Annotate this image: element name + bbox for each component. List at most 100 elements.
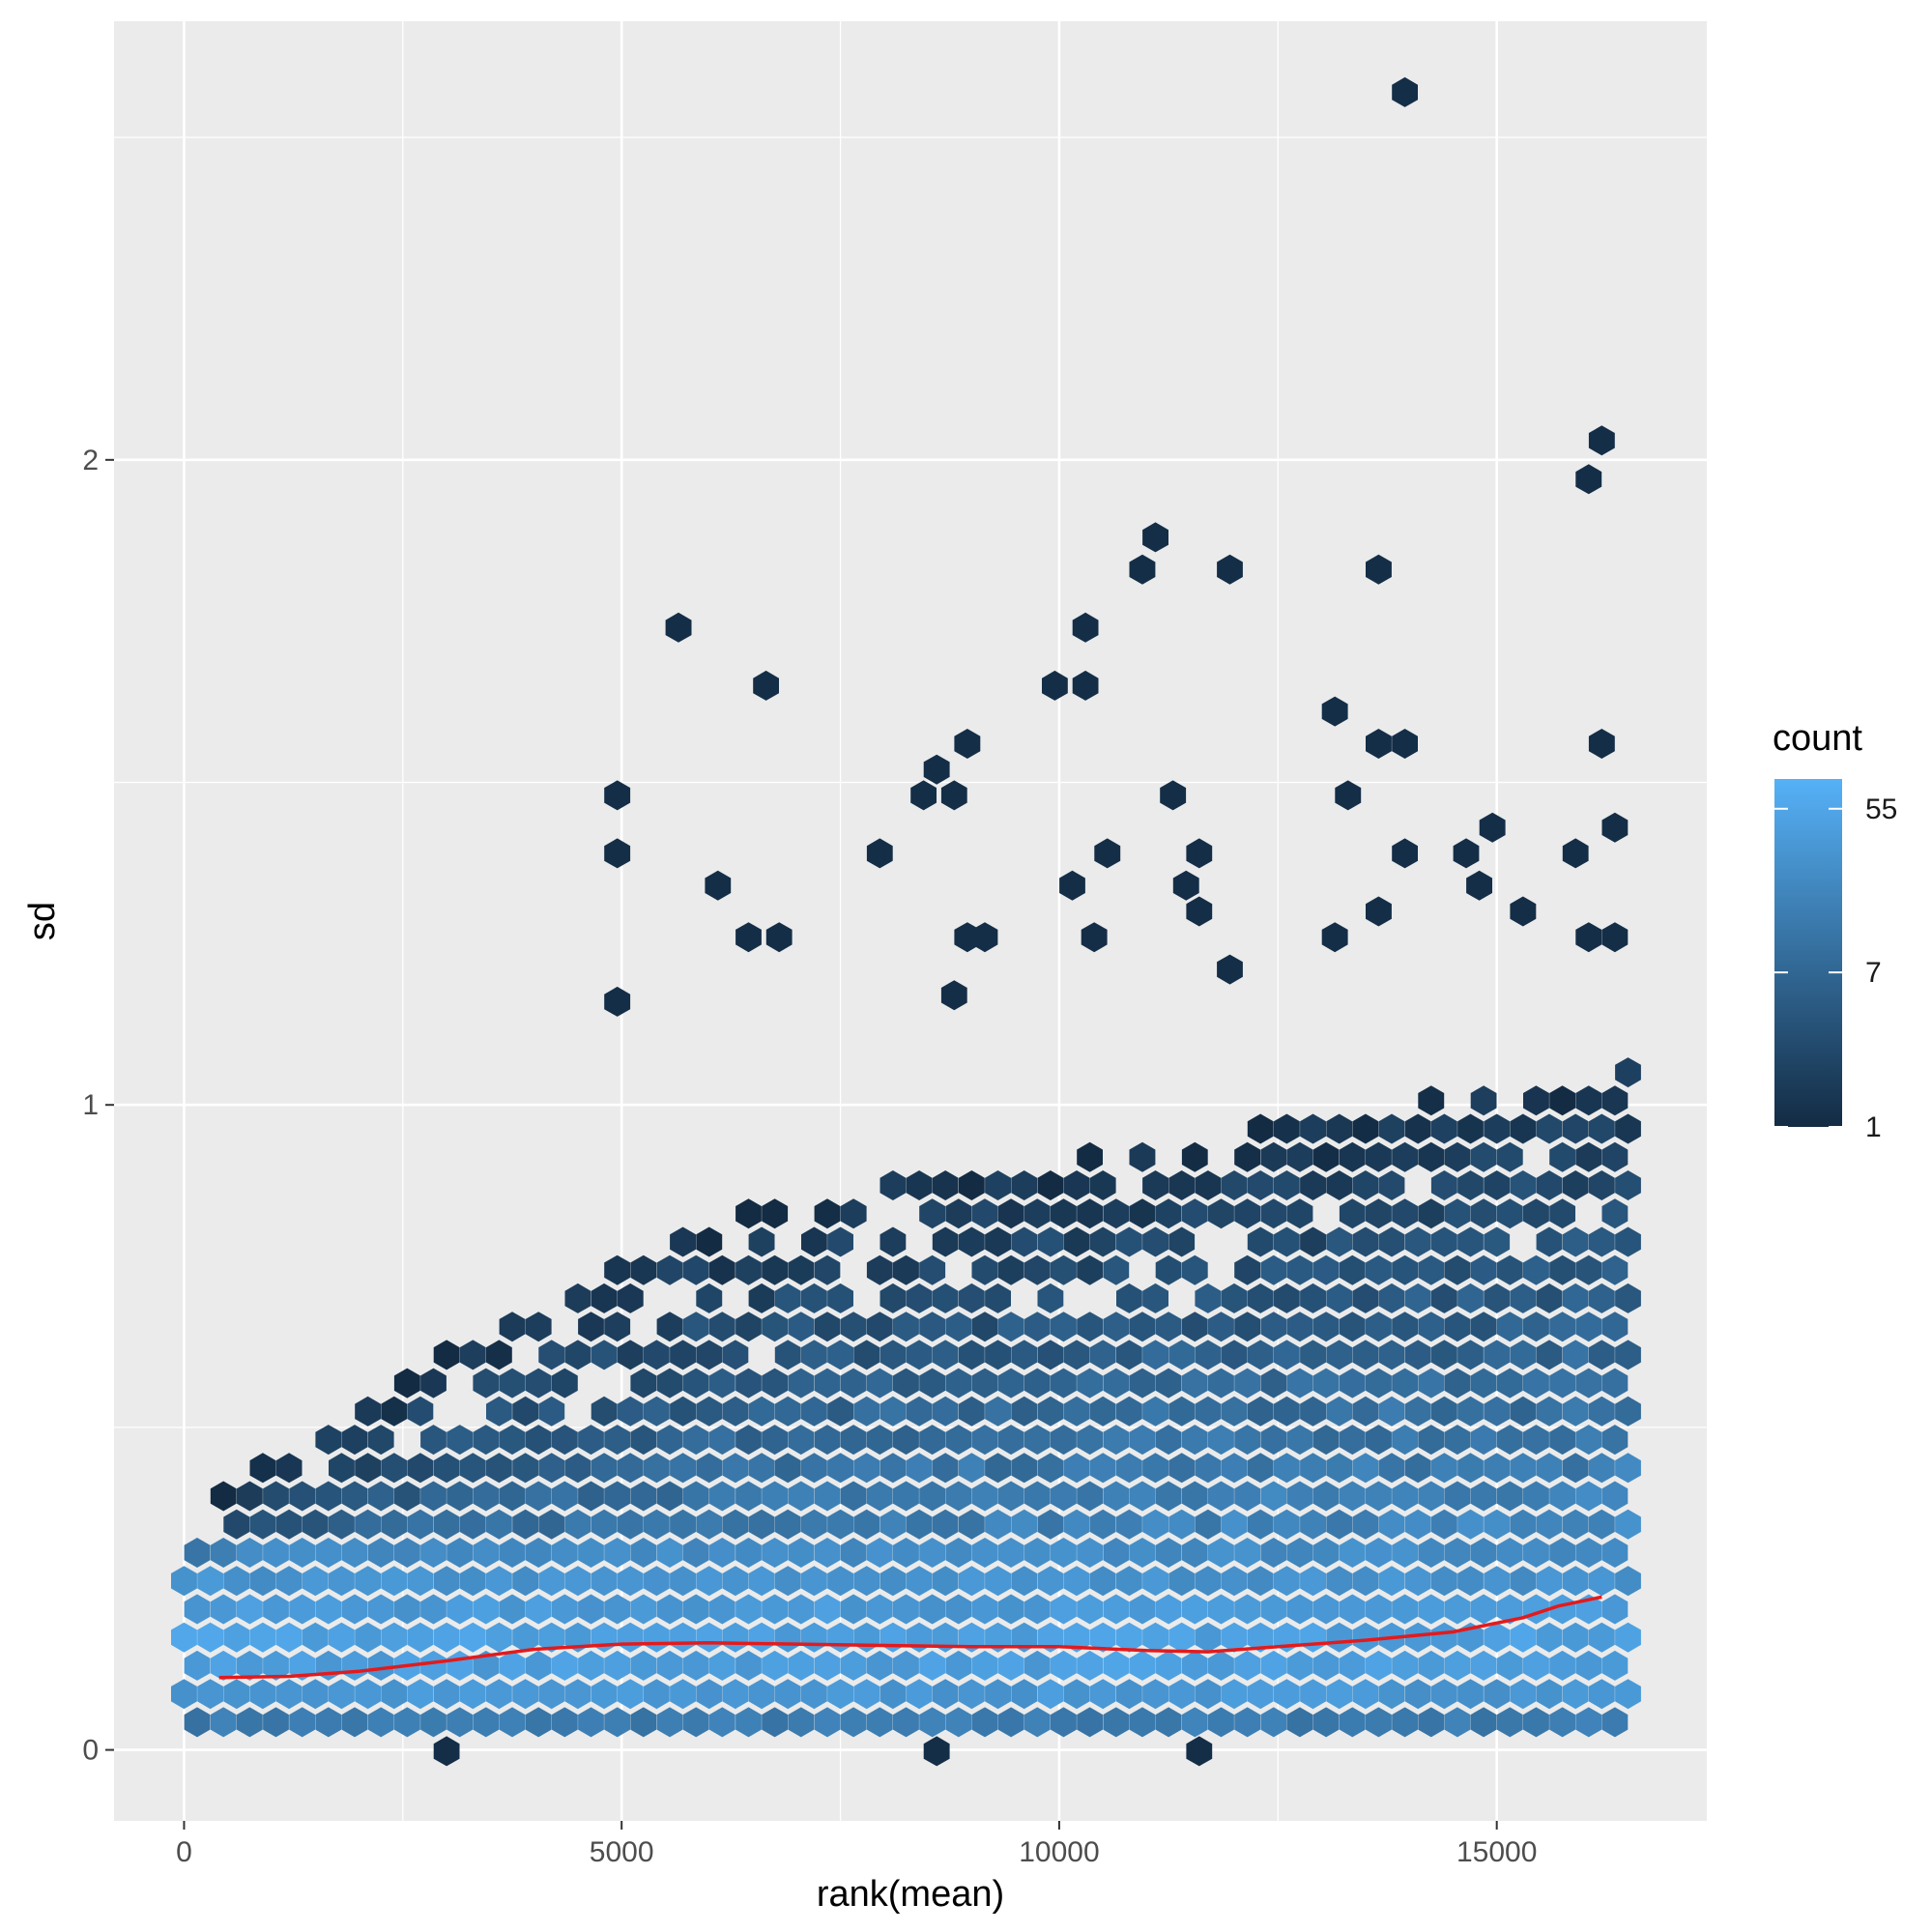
hex-cell bbox=[1392, 1481, 1418, 1512]
hex-cell bbox=[1181, 1425, 1208, 1456]
hex-cell bbox=[341, 1707, 368, 1738]
hex-cell bbox=[656, 1368, 683, 1399]
hex-cell bbox=[1168, 1622, 1196, 1653]
hex-cell bbox=[630, 1254, 657, 1285]
hex-cell bbox=[1378, 1509, 1405, 1540]
hex-cell bbox=[696, 1283, 723, 1313]
hex-cell bbox=[997, 1312, 1024, 1342]
hex-cell bbox=[801, 1283, 827, 1313]
hex-cell bbox=[1247, 1622, 1274, 1653]
hex-cell bbox=[1510, 1622, 1537, 1653]
hex-cell bbox=[708, 1650, 735, 1681]
hex-cell bbox=[735, 1254, 762, 1285]
hex-cell bbox=[1312, 1312, 1340, 1342]
hex-cell bbox=[433, 1566, 460, 1597]
hex-cell bbox=[197, 1679, 223, 1710]
x-tick-label: 5000 bbox=[590, 1836, 654, 1868]
hex-cell bbox=[1430, 1226, 1457, 1257]
hex-cell bbox=[249, 1566, 276, 1597]
hex-cell bbox=[1536, 1340, 1563, 1370]
hex-cell bbox=[538, 1340, 565, 1370]
hex-cell bbox=[906, 1566, 933, 1597]
hex-cell bbox=[1588, 1283, 1615, 1313]
hex-cell bbox=[814, 1707, 841, 1738]
hex-cell bbox=[184, 1538, 211, 1568]
hex-cell bbox=[1588, 1622, 1615, 1653]
hex-cell bbox=[1168, 1453, 1196, 1484]
hex-cell bbox=[1247, 1679, 1274, 1710]
hex-cell bbox=[1457, 1396, 1484, 1427]
hex-cell bbox=[1247, 1283, 1274, 1313]
hex-cell bbox=[459, 1509, 486, 1540]
hex-cell bbox=[1484, 1170, 1511, 1200]
hex-cell bbox=[1208, 1198, 1234, 1229]
hex-cell bbox=[275, 1453, 303, 1484]
hex-cell bbox=[1601, 1254, 1629, 1285]
hex-cell bbox=[617, 1283, 644, 1313]
hex-cell bbox=[1352, 1453, 1379, 1484]
hex-cell bbox=[788, 1368, 815, 1399]
hex-cell bbox=[1404, 1283, 1431, 1313]
hex-cell bbox=[473, 1425, 500, 1456]
hex-cell bbox=[1404, 1340, 1431, 1370]
hex-cell bbox=[486, 1622, 512, 1653]
hex-cell bbox=[184, 1594, 211, 1625]
hex-cell bbox=[1339, 1538, 1366, 1568]
hex-cell bbox=[1352, 1509, 1379, 1540]
hex-cell-outlier bbox=[1575, 922, 1602, 953]
hex-cell bbox=[1392, 1707, 1418, 1738]
hex-cell bbox=[788, 1425, 815, 1456]
hex-cell bbox=[1392, 1198, 1418, 1229]
hex-cell bbox=[801, 1226, 827, 1257]
hex-cell bbox=[840, 1198, 867, 1229]
hex-cell bbox=[1024, 1650, 1051, 1681]
hex-cell bbox=[919, 1707, 946, 1738]
hex-cell bbox=[210, 1481, 237, 1512]
hex-cell bbox=[1575, 1538, 1602, 1568]
hex-cell bbox=[879, 1340, 907, 1370]
hex-cell bbox=[788, 1594, 815, 1625]
hex-cell bbox=[1142, 1283, 1168, 1313]
hex-cell bbox=[1510, 1453, 1537, 1484]
hex-cell bbox=[315, 1425, 342, 1456]
hex-cell bbox=[1168, 1170, 1196, 1200]
hex-cell bbox=[564, 1283, 591, 1313]
hex-cell bbox=[774, 1509, 801, 1540]
hex-cell bbox=[1063, 1453, 1090, 1484]
hex-cell bbox=[1312, 1141, 1340, 1172]
hex-cell bbox=[1089, 1566, 1116, 1597]
hex-cell bbox=[591, 1509, 618, 1540]
hex-cell bbox=[302, 1622, 329, 1653]
hex-cell-outlier bbox=[665, 612, 692, 643]
hex-cell bbox=[447, 1481, 474, 1512]
hex-cell bbox=[1366, 1425, 1392, 1456]
hex-cell bbox=[1181, 1481, 1208, 1512]
hex-cell bbox=[564, 1453, 591, 1484]
hex-cell bbox=[1562, 1396, 1589, 1427]
hex-cell bbox=[578, 1425, 604, 1456]
hex-cell bbox=[564, 1509, 591, 1540]
hex-cell bbox=[1260, 1650, 1287, 1681]
hex-cell bbox=[1366, 1368, 1392, 1399]
hex-cell bbox=[814, 1538, 841, 1568]
hex-cell bbox=[1273, 1340, 1300, 1370]
hex-cell bbox=[1536, 1566, 1563, 1597]
hex-cell bbox=[932, 1509, 959, 1540]
hex-cell bbox=[1575, 1141, 1602, 1172]
hex-cell bbox=[1011, 1226, 1038, 1257]
hex-cell bbox=[985, 1396, 1011, 1427]
hex-cell bbox=[184, 1650, 211, 1681]
hex-cell bbox=[1011, 1622, 1038, 1653]
hex-cell bbox=[959, 1509, 985, 1540]
hex-cell-outlier bbox=[705, 870, 732, 901]
hex-cell bbox=[1601, 1481, 1629, 1512]
hex-cell bbox=[1221, 1453, 1248, 1484]
hex-cell bbox=[866, 1254, 893, 1285]
hex-cell bbox=[1404, 1509, 1431, 1540]
hex-cell bbox=[1444, 1481, 1471, 1512]
hex-cell bbox=[1103, 1707, 1130, 1738]
hex-cell bbox=[1103, 1538, 1130, 1568]
hex-cell bbox=[1024, 1312, 1051, 1342]
hex-cell bbox=[341, 1425, 368, 1456]
hex-cell bbox=[381, 1566, 408, 1597]
